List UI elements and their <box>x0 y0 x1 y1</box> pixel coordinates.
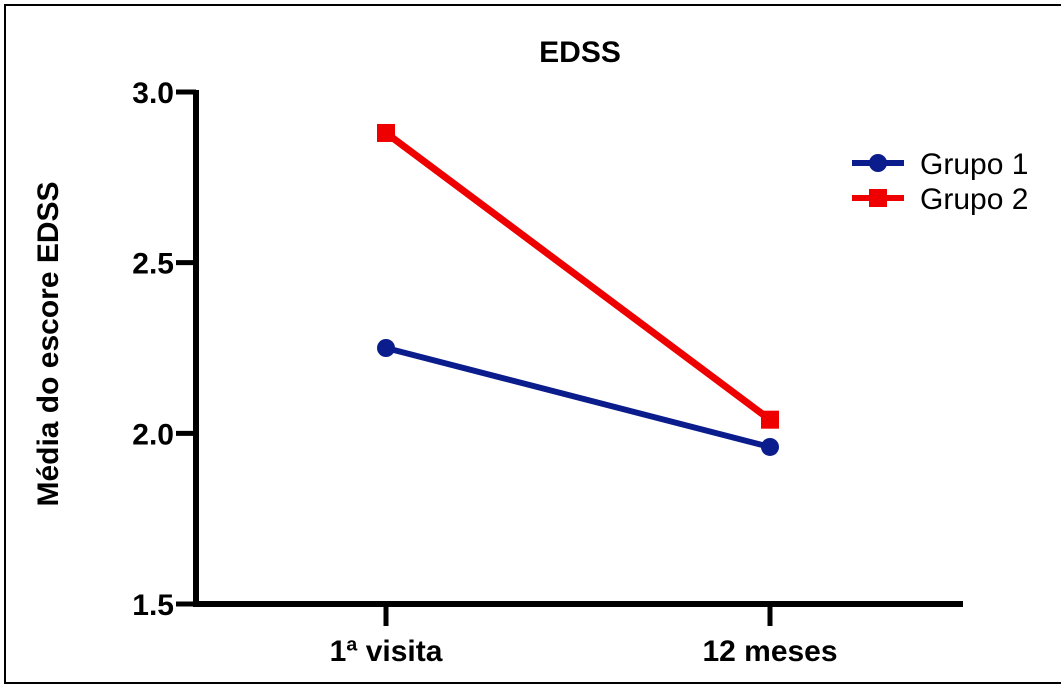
chart-title: EDSS <box>539 36 621 69</box>
data-point <box>377 339 395 357</box>
y-tick-label: 3.0 <box>132 77 174 110</box>
legend-marker <box>869 154 887 172</box>
y-axis-label: Média do escore EDSS <box>32 181 65 506</box>
legend-item-2: Grupo 2 <box>852 183 1028 216</box>
x-tick-label: 12 meses <box>702 635 837 668</box>
x-tick-label: 1ª visita <box>330 635 443 668</box>
axes: 1.5 2.0 2.5 3.0 1ª visita 12 meses <box>132 77 963 668</box>
legend-marker <box>869 189 887 207</box>
data-point <box>377 123 395 142</box>
y-tick-label: 1.5 <box>132 589 174 622</box>
legend-label: Grupo 2 <box>920 183 1028 216</box>
data-point <box>761 437 779 456</box>
series-1 <box>377 339 779 456</box>
y-tick-label: 2.5 <box>132 248 174 281</box>
legend-label: Grupo 1 <box>920 148 1028 181</box>
legend-item-1: Grupo 1 <box>852 148 1028 181</box>
y-tick-label: 2.0 <box>132 418 174 451</box>
series-2 <box>377 123 779 429</box>
series-line <box>383 130 773 423</box>
data-point <box>761 410 779 429</box>
series-layer <box>377 123 779 456</box>
series-line <box>385 345 771 450</box>
